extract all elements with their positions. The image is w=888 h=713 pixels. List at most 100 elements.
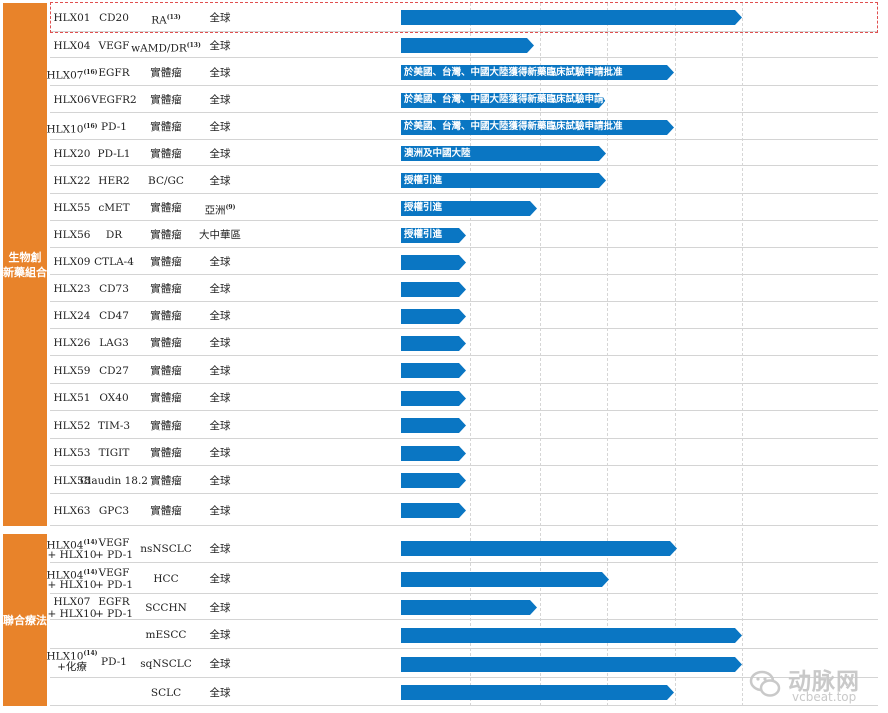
product-name-text: HLX07	[46, 69, 84, 81]
pipeline-row	[50, 303, 878, 329]
indication-name: 實體瘤	[126, 310, 206, 322]
region-name-text: 全球	[209, 11, 231, 24]
indication-name: BC/GC	[126, 175, 206, 187]
indication-name-text: 實體瘤	[150, 504, 182, 517]
merged-product-name-2-text: +化療	[57, 660, 87, 673]
target-name-text: VEGF	[98, 567, 130, 579]
grid-line-2	[607, 3, 608, 706]
target-name-2-text: + PD-1	[94, 548, 134, 561]
pipeline-row	[50, 467, 878, 494]
target-name-text: HER2	[98, 174, 130, 187]
pipeline-row	[50, 564, 878, 594]
region-name-text: 全球	[209, 337, 231, 349]
region-name: 全球	[180, 310, 260, 322]
region-name: 全球	[180, 67, 260, 79]
region-name-text: 全球	[209, 121, 231, 133]
progress-bar	[401, 473, 466, 488]
product-name-text: HLX56	[53, 229, 91, 241]
progress-bar-shape	[401, 363, 466, 378]
product-name: HLX56	[32, 229, 112, 241]
highlight-box	[50, 2, 878, 33]
target-name: PD-L1	[74, 148, 154, 160]
merged-target-name-text: PD-1	[101, 655, 127, 668]
watermark: 动脉网 vcbeat.top	[748, 662, 878, 706]
indication-name: 實體瘤	[126, 283, 206, 295]
indication-name-sup: (13)	[186, 41, 201, 49]
indication-name: 實體瘤	[126, 505, 206, 517]
indication-name-text: 實體瘤	[150, 337, 182, 349]
progress-bar-shape	[401, 571, 609, 587]
target-name-text: VEGFR2	[91, 94, 137, 106]
region-name-text: 全球	[209, 419, 231, 432]
pipeline-row	[50, 114, 878, 140]
progress-bar	[401, 335, 466, 351]
target-name-text: EGFR	[98, 66, 130, 79]
product-name-text: HLX04	[46, 539, 84, 551]
product-name: HLX04(14)	[32, 537, 112, 552]
target-name-text: CD27	[99, 364, 129, 377]
progress-bar-shape	[401, 685, 674, 700]
region-name: 全球	[180, 573, 260, 585]
target-name: CD47	[74, 310, 154, 322]
indication-name-text: 實體瘤	[150, 392, 182, 404]
product-name: HLX01	[32, 12, 112, 24]
product-name-2-text: + HLX10	[47, 579, 97, 591]
region-name-text: 亞洲	[204, 204, 226, 217]
indication-name-text: 實體瘤	[150, 447, 182, 459]
product-name-text: HLX06	[53, 94, 91, 106]
progress-bar-shape	[401, 390, 466, 406]
target-name-text: CD73	[99, 283, 129, 295]
indication-name: 實體瘤	[126, 475, 206, 487]
region-name-text: 全球	[209, 474, 231, 487]
indication-name-text: 實體瘤	[150, 94, 182, 106]
bar-label: 於美國、台灣、中國大陸獲得新藥臨床試驗申請批准	[404, 121, 623, 132]
target-name-text: PD-L1	[97, 147, 131, 160]
product-name: HLX04(14)	[32, 567, 112, 582]
region-name: 全球	[180, 12, 260, 24]
region-name-text: 全球	[209, 256, 231, 268]
target-name: HER2	[74, 175, 154, 187]
bar-label: 授權引進	[404, 174, 443, 186]
product-name-text: HLX51	[53, 392, 91, 404]
region-name: 全球	[180, 392, 260, 404]
indication-name-text: wAMD/DR	[131, 42, 187, 54]
region-name: 大中華區	[180, 229, 260, 241]
pipeline-row	[50, 412, 878, 439]
wechat-icon	[749, 670, 781, 697]
product-name: HLX09	[32, 256, 112, 268]
region-name: 全球	[180, 175, 260, 187]
progress-bar	[401, 571, 609, 587]
bar-label: 授權引進	[404, 229, 443, 240]
progress-bar-shape	[401, 119, 674, 135]
progress-bar	[401, 119, 674, 135]
watermark-en: vcbeat.top	[792, 690, 857, 704]
target-name: CD73	[74, 283, 154, 295]
progress-bar-shape	[401, 254, 466, 270]
product-name: HLX59	[32, 365, 112, 377]
region-name-text: 全球	[209, 283, 231, 295]
progress-bar-shape	[401, 445, 466, 461]
indication-name-text: SCLC	[150, 686, 182, 699]
product-name-text: HLX07	[53, 595, 91, 608]
pipeline-row	[50, 87, 878, 113]
region-name: 全球	[180, 505, 260, 517]
region-name: 全球	[180, 148, 260, 160]
product-name-text: HLX52	[53, 419, 91, 432]
product-name: HLX06	[32, 94, 112, 106]
watermark-cn: 动脉网	[788, 669, 860, 695]
indication-name: SCCHN	[126, 602, 206, 614]
target-name: cMET	[74, 202, 154, 214]
target-name-text: cMET	[98, 202, 130, 214]
target-name: OX40	[74, 392, 154, 404]
target-name-text: CD20	[99, 11, 129, 24]
target-name-2: + PD-1	[74, 608, 154, 620]
pipeline-row	[50, 59, 878, 86]
indication-name-text: mESCC	[145, 629, 187, 641]
indication-name: 實體瘤	[126, 94, 206, 106]
product-name-text: HLX26	[53, 337, 91, 349]
indication-name-text: 實體瘤	[150, 364, 182, 377]
progress-bar	[401, 200, 537, 216]
pipeline-row	[50, 330, 878, 356]
target-name: VEGFR2	[74, 94, 154, 106]
progress-bar	[401, 445, 466, 461]
